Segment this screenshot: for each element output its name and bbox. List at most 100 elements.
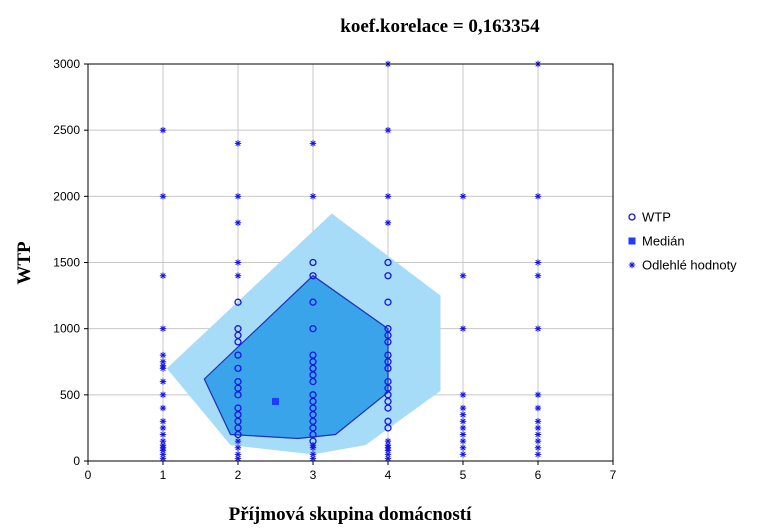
- wtp-point: [384, 338, 392, 346]
- wtp-point: [384, 364, 392, 373]
- x-tick-label: 6: [535, 468, 542, 482]
- outlier-point: [459, 391, 467, 399]
- outlier-point: [159, 272, 167, 279]
- outlier-point: [309, 193, 317, 200]
- outlier-point: [234, 259, 242, 266]
- outlier-point: [384, 126, 392, 134]
- outlier-point: [159, 391, 167, 399]
- wtp-point: [384, 298, 392, 306]
- outlier-point: [159, 126, 167, 134]
- x-tick-label: 0: [85, 468, 92, 482]
- legend-marker-asterisk: [628, 261, 636, 269]
- outlier-point: [534, 444, 542, 451]
- outlier-point: [459, 437, 467, 445]
- outlier-point: [534, 437, 542, 445]
- y-tick-label: 2000: [53, 189, 80, 203]
- outlier-point: [459, 193, 467, 200]
- outlier-point: [384, 193, 392, 200]
- wtp-point: [309, 437, 317, 445]
- outlier-point: [534, 424, 542, 432]
- legend-label: WTP: [642, 210, 671, 225]
- wtp-point: [309, 298, 317, 306]
- y-axis-label: WTP: [14, 241, 35, 285]
- outlier-point: [534, 418, 542, 425]
- data-points: [159, 60, 542, 462]
- outlier-point: [159, 431, 167, 438]
- outlier-point: [159, 447, 167, 454]
- outlier-point: [159, 424, 167, 432]
- wtp-point: [384, 258, 392, 267]
- outlier-point: [534, 259, 542, 266]
- legend-label: Medián: [642, 234, 685, 249]
- wtp-point: [234, 430, 242, 439]
- outlier-point: [459, 424, 467, 432]
- outlier-point: [234, 193, 242, 200]
- outlier-point: [534, 404, 542, 412]
- legend-marker-circle: [628, 213, 636, 221]
- y-tick-label: 1000: [53, 322, 80, 336]
- y-tick-label: 3000: [53, 57, 80, 71]
- outlier-point: [234, 437, 242, 445]
- outlier-point: [159, 351, 167, 359]
- outlier-point: [459, 418, 467, 425]
- outlier-point: [534, 431, 542, 438]
- wtp-point: [384, 272, 392, 280]
- outlier-point: [309, 455, 317, 462]
- x-axis-ticks: 0 1 2 3 4 5 6 7: [85, 461, 617, 482]
- x-tick-label: 4: [385, 468, 392, 482]
- wtp-point: [309, 377, 317, 386]
- outlier-point: [234, 444, 242, 451]
- chart-title: koef.korelace = 0,163354: [340, 16, 540, 37]
- outlier-point: [234, 272, 242, 279]
- outlier-point: [159, 378, 167, 385]
- outlier-point: [534, 272, 542, 279]
- wtp-point: [384, 404, 392, 412]
- outlier-point: [459, 444, 467, 451]
- outlier-point: [159, 455, 167, 462]
- outlier-point: [159, 358, 167, 365]
- x-tick-label: 1: [160, 468, 167, 482]
- wtp-point: [234, 364, 242, 373]
- x-tick-label: 3: [310, 468, 317, 482]
- outlier-point: [534, 193, 542, 200]
- outlier-point: [384, 455, 392, 462]
- y-tick-label: 2500: [53, 123, 80, 137]
- y-tick-label: 500: [60, 388, 80, 402]
- x-tick-label: 5: [460, 468, 467, 482]
- outlier-point: [459, 431, 467, 438]
- outlier-point: [534, 451, 542, 458]
- legend: WTP Medián Odlehlé hodnoty: [628, 210, 737, 273]
- wtp-point: [384, 424, 392, 432]
- wtp-point: [234, 298, 242, 306]
- outlier-point: [159, 418, 167, 425]
- wtp-point: [234, 351, 242, 359]
- outlier-point: [159, 193, 167, 200]
- inner-envelope: [203, 274, 389, 440]
- outlier-point: [534, 391, 542, 399]
- outlier-point: [459, 411, 467, 418]
- wtp-point: [309, 325, 317, 333]
- outlier-point: [159, 404, 167, 412]
- x-tick-label: 2: [235, 468, 242, 482]
- outlier-point: [459, 451, 467, 458]
- outlier-point: [159, 451, 167, 458]
- outlier-point: [459, 272, 467, 279]
- outlier-point: [384, 219, 392, 226]
- outlier-point: [384, 447, 392, 454]
- wtp-point: [309, 272, 317, 280]
- outlier-point: [459, 404, 467, 412]
- outlier-point: [534, 325, 542, 332]
- outlier-point: [159, 365, 167, 372]
- x-tick-label: 7: [610, 468, 617, 482]
- legend-marker-square: [628, 237, 636, 245]
- x-axis-label: Příjmová skupina domácností: [229, 504, 473, 525]
- y-tick-label: 1500: [53, 256, 80, 270]
- y-axis-ticks: 0 500 1000 1500 2000 2500 3000: [53, 57, 88, 468]
- outlier-point: [309, 140, 317, 147]
- median-point: [272, 397, 279, 405]
- outlier-point: [234, 455, 242, 462]
- outlier-point: [459, 325, 467, 332]
- outlier-point: [309, 444, 317, 451]
- legend-label: Odlehlé hodnoty: [642, 258, 737, 273]
